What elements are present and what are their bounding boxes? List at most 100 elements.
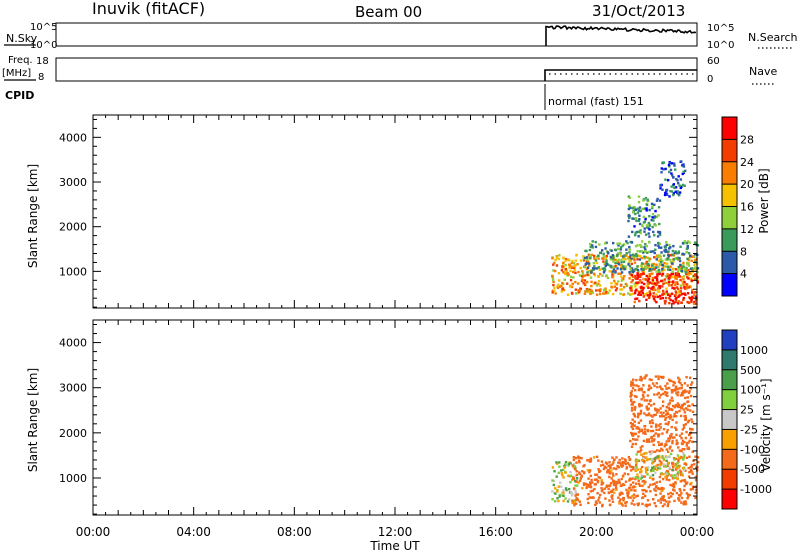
echo-point <box>638 291 641 294</box>
echo-point <box>569 275 573 279</box>
echo-point <box>670 283 673 287</box>
echo-point <box>640 268 643 271</box>
echo-point <box>642 282 646 286</box>
echo-point <box>603 487 606 490</box>
echo-point <box>649 475 652 478</box>
echo-point <box>551 479 554 482</box>
echo-point <box>602 292 605 295</box>
echo-point <box>660 498 663 502</box>
echo-point <box>643 230 646 233</box>
echo-point <box>631 230 634 234</box>
echo-point <box>580 279 584 283</box>
echo-point <box>642 479 646 483</box>
echo-point <box>604 247 607 250</box>
echo-point <box>686 384 689 387</box>
echo-point <box>671 441 674 445</box>
echo-point <box>683 169 687 173</box>
echo-point <box>661 293 664 296</box>
echo-point <box>631 275 635 279</box>
echo-point <box>612 260 615 263</box>
echo-point <box>564 267 568 271</box>
echo-point <box>637 430 641 434</box>
echo-point <box>675 296 678 300</box>
echo-point <box>659 487 662 491</box>
echo-point <box>674 404 677 407</box>
echo-point <box>659 375 663 379</box>
echo-point <box>672 183 676 186</box>
echo-point <box>688 241 691 244</box>
echo-point <box>638 217 641 221</box>
echo-point <box>644 293 647 296</box>
echo-point <box>670 388 674 392</box>
echo-point <box>552 483 556 487</box>
colorbar-segment <box>722 206 737 229</box>
echo-point <box>682 452 685 455</box>
echo-point <box>647 402 651 406</box>
echo-point <box>642 452 646 456</box>
echo-point <box>654 504 658 508</box>
echo-point <box>685 481 689 484</box>
echo-point <box>613 258 617 262</box>
y-tick-label: 1000 <box>59 472 87 485</box>
echo-point <box>653 488 656 491</box>
echo-point <box>630 284 633 288</box>
echo-point <box>683 402 687 406</box>
echo-point <box>648 257 652 260</box>
echo-point <box>634 406 637 409</box>
echo-point <box>654 457 657 460</box>
echo-point <box>642 492 645 496</box>
colorbar-tick-label: 500 <box>740 364 761 377</box>
echo-point <box>562 271 565 274</box>
echo-point <box>686 276 689 279</box>
echo-point <box>653 393 656 396</box>
echo-point <box>566 272 569 275</box>
echo-point <box>655 283 658 287</box>
echo-point <box>590 269 593 273</box>
echo-point <box>651 206 654 210</box>
echo-point <box>641 224 644 228</box>
echo-point <box>611 292 615 296</box>
echo-point <box>683 448 686 451</box>
echo-point <box>647 240 651 244</box>
echo-point <box>628 256 632 259</box>
echo-point <box>558 465 561 468</box>
echo-point <box>642 272 645 275</box>
echo-point <box>655 270 658 273</box>
echo-point <box>680 501 683 504</box>
echo-point <box>648 421 652 425</box>
y-tick-label: 2000 <box>59 427 87 440</box>
echo-point <box>685 430 688 434</box>
echo-point <box>653 459 656 463</box>
echo-point <box>575 254 578 257</box>
echo-point <box>627 256 630 259</box>
echo-point <box>685 375 688 379</box>
echo-point <box>674 281 678 284</box>
echo-point <box>646 503 650 507</box>
echo-point <box>610 249 613 252</box>
echo-point <box>684 416 688 420</box>
echo-point <box>632 378 635 381</box>
echo-point <box>641 489 644 492</box>
echo-point <box>615 482 618 485</box>
echo-point <box>667 378 671 382</box>
echo-point <box>650 440 654 443</box>
echo-point <box>627 292 630 295</box>
echo-point <box>687 475 691 478</box>
echo-point <box>642 215 646 219</box>
echo-point <box>682 426 686 429</box>
echo-point <box>636 211 640 214</box>
echo-point <box>612 268 616 271</box>
echo-point <box>672 482 675 486</box>
echo-point <box>594 245 598 249</box>
echo-point <box>560 491 564 494</box>
echo-point <box>641 207 644 211</box>
echo-point <box>633 485 637 489</box>
echo-point <box>620 288 624 291</box>
echo-point <box>682 456 686 459</box>
echo-point <box>652 460 655 464</box>
echo-point <box>646 473 649 476</box>
echo-point <box>619 272 622 275</box>
echo-point <box>633 489 636 492</box>
